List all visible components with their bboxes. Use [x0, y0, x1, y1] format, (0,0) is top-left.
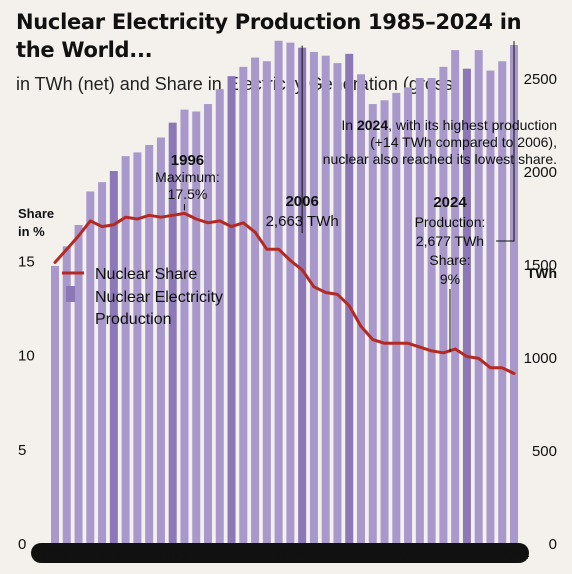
bar-1986	[62, 246, 71, 543]
twh-tick-2500: 2500	[524, 71, 557, 88]
annot-1996-value: 17.5%	[168, 186, 208, 202]
note-2024-line1: In 2024, with its highest production	[341, 117, 557, 133]
bar-2010	[345, 53, 354, 543]
bar-2022	[486, 70, 495, 543]
legend-production-label-1: Nuclear Electricity	[95, 289, 223, 306]
bar-2018	[439, 66, 448, 543]
bar-1993	[145, 144, 154, 543]
bar-2007	[309, 51, 318, 544]
share-tick-10: 10	[18, 348, 35, 365]
annot-1996-label: Maximum:	[155, 169, 220, 185]
bar-1987	[74, 224, 83, 543]
bar-2016	[415, 78, 424, 543]
twh-axis-label: TWh	[527, 265, 557, 281]
bar-2024	[510, 45, 518, 543]
bar-2015	[404, 87, 413, 544]
bar-2002	[251, 57, 260, 543]
bar-1992	[133, 152, 142, 543]
x-tick-1995: 1995	[157, 546, 188, 562]
x-tick-2015: 2015	[392, 546, 423, 562]
bar-2014	[392, 92, 401, 543]
annot-1996-year: 1996	[171, 152, 204, 169]
bar-1999	[215, 89, 224, 543]
production-bars	[51, 40, 518, 544]
twh-tick-0: 0	[549, 536, 557, 553]
twh-tick-1000: 1000	[524, 350, 557, 367]
annotations: In 2024, with its highest production(+14…	[155, 41, 557, 353]
axes: 0 5 10 15 Share in % 0 500 1000 1500 2000 2500 TWh	[18, 71, 557, 553]
bar-1985	[51, 265, 59, 543]
bar-1997	[192, 111, 201, 543]
share-tick-5: 5	[18, 442, 26, 459]
share-tick-0: 0	[18, 536, 26, 553]
bar-1990	[109, 171, 118, 543]
bar-2005	[286, 42, 295, 543]
x-axis-band: 1985 1990 1995 2000 2005 2010 2015 2020 2024	[31, 543, 530, 563]
share-tick-15: 15	[18, 253, 35, 270]
bar-2001	[239, 66, 248, 543]
annot-2024-label2: Share:	[429, 252, 470, 268]
note-2024-line1-pre: In	[341, 117, 357, 133]
twh-tick-2000: 2000	[524, 164, 557, 181]
note-2024-line1-bold: 2024	[357, 117, 388, 133]
legend-production-swatch	[66, 286, 75, 302]
share-line	[53, 211, 516, 375]
legend-share-label: Nuclear Share	[95, 266, 197, 283]
annot-2024-value1: 2,677 TWh	[416, 233, 484, 249]
x-tick-2010: 2010	[334, 546, 365, 562]
twh-tick-500: 500	[532, 443, 557, 460]
x-tick-2000: 2000	[216, 546, 247, 562]
bar-2003	[262, 61, 271, 543]
bar-1991	[121, 156, 130, 543]
bar-2017	[427, 78, 436, 543]
bar-1988	[86, 191, 95, 543]
x-axis-pill	[31, 543, 529, 563]
share-axis-label: Share	[18, 206, 54, 221]
legend-production-label-2: Production	[95, 311, 172, 328]
share-line-path	[53, 211, 516, 375]
bar-2023	[498, 61, 507, 543]
bar-2013	[380, 100, 389, 543]
bar-1994	[156, 137, 165, 543]
bar-2000	[227, 76, 236, 543]
annot-2024-year: 2024	[433, 194, 467, 211]
annot-2024-leader-prod	[496, 41, 515, 242]
bar-1998	[204, 104, 212, 543]
bar-2020	[462, 68, 471, 543]
note-2024-line3: nuclear also reached its lowest share.	[323, 151, 557, 167]
bar-2019	[451, 50, 460, 543]
annot-2024-value2: 9%	[440, 271, 460, 287]
bar-2008	[321, 55, 330, 544]
x-tick-1990: 1990	[98, 546, 129, 562]
twh-tick-1500: 1500	[524, 257, 557, 274]
note-2024-line1-post: , with its highest production	[388, 117, 557, 133]
annot-2024-label1: Production:	[415, 214, 486, 230]
x-tick-2024: 2024	[498, 546, 529, 562]
chart-title: Nuclear Electricity Production 1985–2024…	[16, 10, 522, 62]
note-2024-line2: (+14 TWh compared to 2006),	[370, 134, 557, 150]
bar-2004	[274, 40, 283, 544]
x-tick-1985: 1985	[39, 546, 70, 562]
x-tick-2005: 2005	[275, 546, 306, 562]
share-axis-unit: in %	[18, 224, 45, 239]
bar-2011	[357, 74, 365, 543]
bar-2021	[474, 50, 483, 543]
bar-1989	[98, 182, 107, 543]
legend: Nuclear Share Nuclear Electricity Producti…	[62, 266, 223, 328]
bar-1995	[168, 122, 177, 543]
bar-2009	[333, 63, 342, 544]
bar-1996	[180, 109, 189, 544]
bar-2006	[298, 47, 307, 543]
bar-2012	[368, 104, 377, 543]
x-tick-2020: 2020	[451, 546, 482, 562]
